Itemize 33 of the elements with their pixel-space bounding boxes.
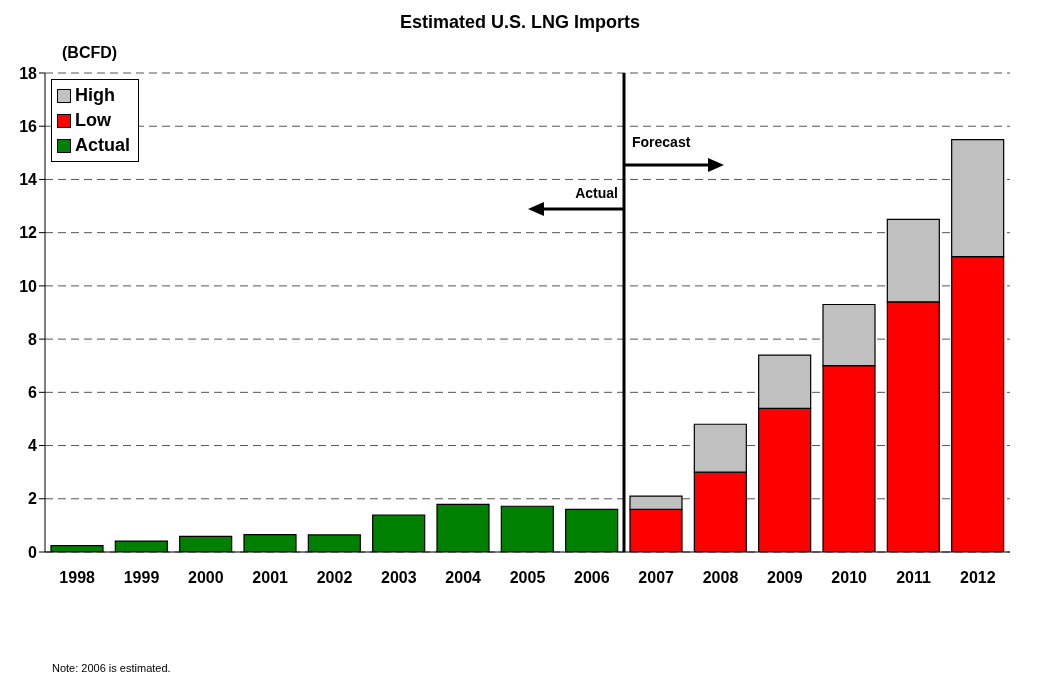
y-axis-title: (BCFD) [62,44,118,62]
x-tick-label: 2004 [445,569,482,587]
y-tick-label: 2 [28,490,38,508]
x-tick-label: 2012 [960,569,996,587]
y-tick-label: 12 [19,224,38,242]
y-tick-label: 14 [19,171,38,189]
y-tick-label: 6 [28,384,38,402]
x-tick-label: 2003 [381,569,417,587]
y-tick-label: 4 [28,437,38,455]
x-tick-label: 2007 [638,569,675,587]
x-tick-label: 2009 [767,569,803,587]
x-tick-label: 1999 [123,569,160,587]
chart-title: Estimated U.S. LNG Imports [398,12,641,33]
y-tick-label: 10 [19,277,38,295]
legend-label: Low [74,109,112,132]
y-tick-label: 16 [19,117,38,135]
x-tick-label: 2010 [831,569,868,587]
x-tick-label: 2005 [509,569,546,587]
annotation: Actual [575,185,618,202]
x-tick-label: 2000 [188,569,224,587]
x-tick-label: 2011 [896,569,931,587]
x-tick-label: 2001 [252,569,289,587]
x-tick-label: 1998 [59,569,96,587]
annotation: Forecast [632,133,691,150]
text: Note: 2006 is estimated. [52,662,171,674]
legend-label: High [74,84,116,107]
y-tick-label: 8 [28,330,38,348]
legend-label: Actual [74,134,131,157]
y-tick-label: 0 [28,543,38,561]
x-tick-label: 2006 [574,569,610,587]
y-tick-label: 18 [19,64,38,82]
x-tick-label: 2002 [316,569,353,587]
x-tick-label: 2008 [702,569,739,587]
